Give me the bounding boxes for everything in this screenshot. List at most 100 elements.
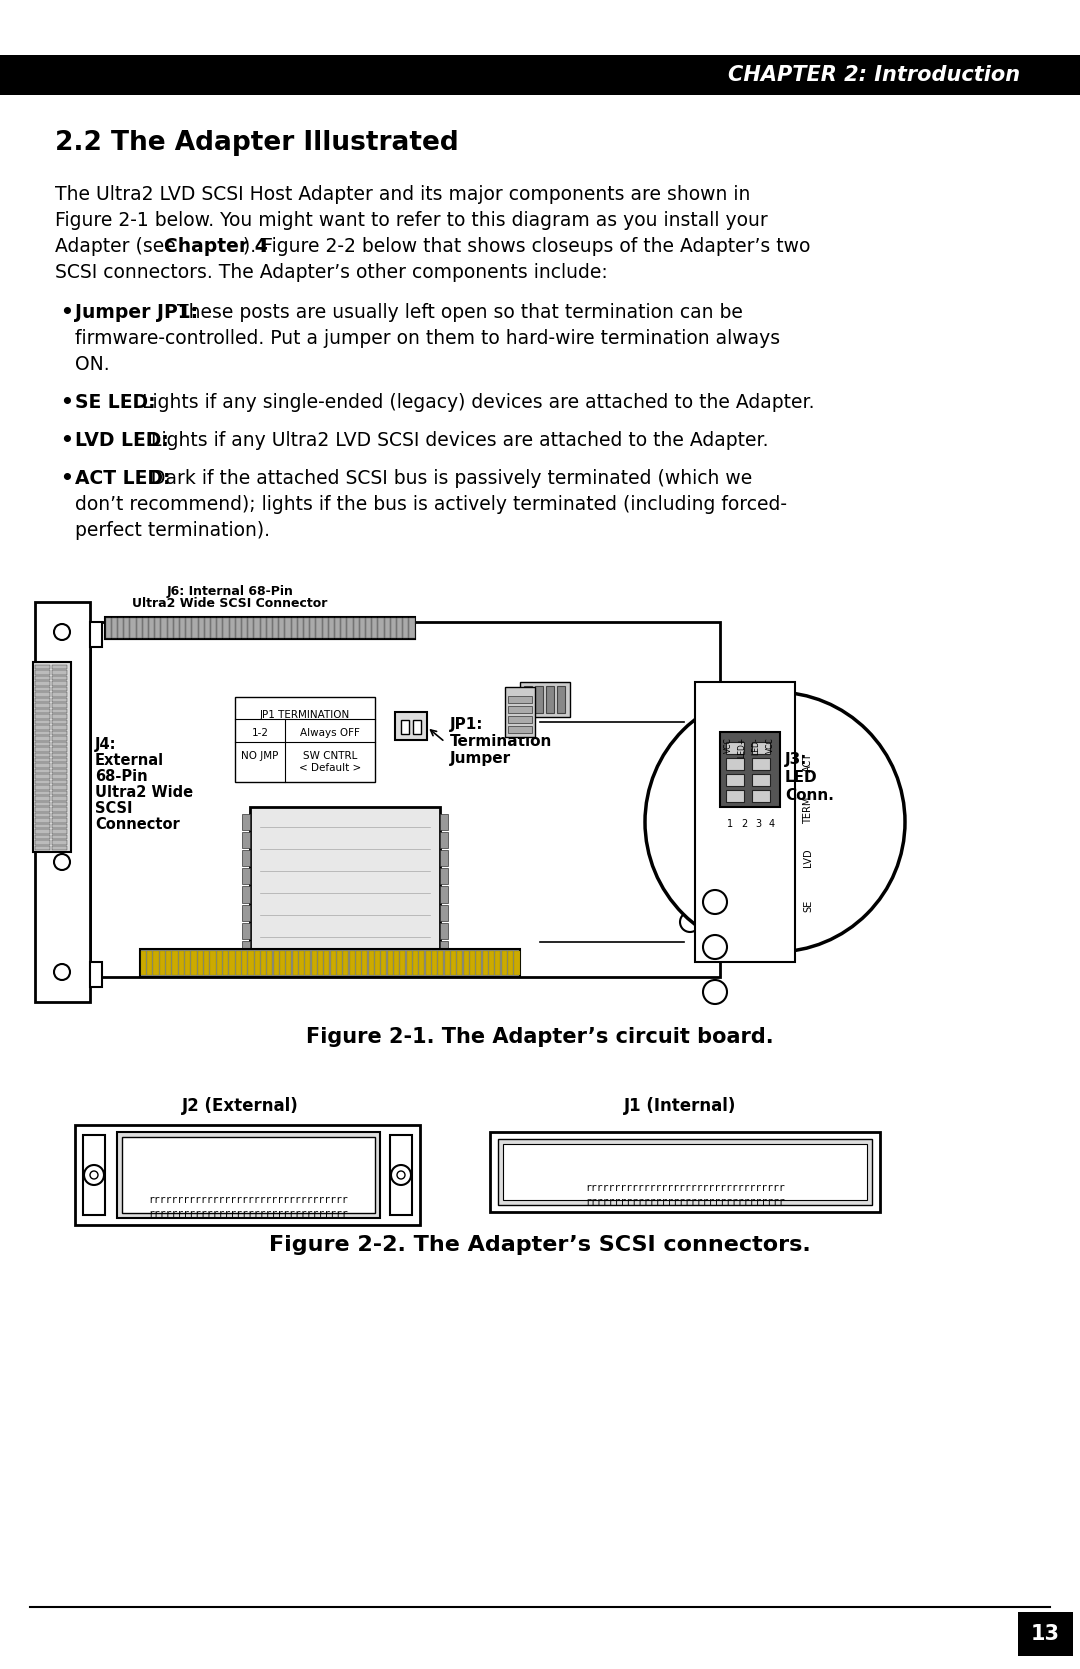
Bar — [149, 618, 154, 638]
Bar — [211, 618, 216, 638]
Bar — [508, 696, 532, 703]
Text: Jumper: Jumper — [450, 751, 511, 766]
Bar — [514, 951, 519, 975]
Text: •: • — [60, 431, 72, 451]
Bar — [52, 846, 67, 850]
Bar — [267, 618, 272, 638]
Bar — [323, 618, 327, 638]
Bar — [166, 951, 171, 975]
Bar — [216, 951, 221, 975]
Bar — [224, 618, 229, 638]
Bar — [343, 951, 349, 975]
Circle shape — [54, 965, 70, 980]
Bar — [52, 703, 67, 708]
Bar — [35, 791, 50, 796]
Bar — [490, 1132, 880, 1212]
Bar — [52, 801, 67, 806]
Bar — [341, 618, 347, 638]
Bar — [524, 686, 532, 713]
Circle shape — [703, 935, 727, 960]
Bar — [255, 951, 260, 975]
Bar — [35, 840, 50, 845]
Bar — [470, 951, 475, 975]
Bar — [191, 951, 197, 975]
Bar — [726, 774, 744, 786]
Bar — [122, 1137, 375, 1213]
Bar — [35, 664, 50, 669]
Text: ACT LED:: ACT LED: — [75, 469, 171, 487]
Bar — [726, 789, 744, 803]
Bar — [52, 758, 67, 763]
Text: perfect termination).: perfect termination). — [75, 521, 270, 541]
Bar — [335, 618, 340, 638]
Bar — [476, 951, 482, 975]
Bar — [242, 905, 249, 921]
Bar — [557, 686, 565, 713]
Bar — [140, 951, 146, 975]
Bar — [172, 951, 177, 975]
Bar — [498, 1138, 872, 1205]
Bar — [273, 618, 278, 638]
Bar — [106, 618, 111, 638]
Bar — [35, 829, 50, 833]
Bar — [450, 951, 456, 975]
Bar — [35, 769, 50, 773]
Text: JP1 TERMINATION: JP1 TERMINATION — [260, 709, 350, 719]
Bar — [350, 951, 355, 975]
Text: rrrrrrrrrrrrrrrrrrrrrrrrrrrrrrrrrr: rrrrrrrrrrrrrrrrrrrrrrrrrrrrrrrrrr — [149, 1208, 349, 1218]
Bar — [111, 618, 117, 638]
Bar — [503, 1143, 867, 1200]
Bar — [105, 631, 415, 639]
Bar — [35, 741, 50, 746]
Bar — [124, 618, 130, 638]
Bar — [229, 951, 234, 975]
Bar — [136, 618, 141, 638]
Bar — [508, 951, 513, 975]
Bar — [752, 743, 770, 754]
Bar — [235, 951, 241, 975]
Text: LED+: LED+ — [738, 738, 746, 758]
Bar — [353, 618, 359, 638]
Bar — [90, 623, 102, 648]
Text: ACT: ACT — [804, 753, 813, 771]
Text: don’t recommend); lights if the bus is actively terminated (including forced-: don’t recommend); lights if the bus is a… — [75, 496, 787, 514]
Text: Jumper JP1:: Jumper JP1: — [75, 304, 198, 322]
Bar — [457, 951, 462, 975]
Bar — [90, 623, 720, 976]
Bar — [167, 618, 173, 638]
Text: LVD: LVD — [804, 850, 813, 868]
Bar — [242, 814, 249, 829]
Bar — [52, 748, 67, 751]
Bar — [35, 801, 50, 806]
Bar — [52, 736, 67, 741]
Bar — [35, 724, 50, 729]
Bar — [401, 719, 409, 734]
Bar — [696, 683, 795, 961]
Bar — [508, 706, 532, 713]
Text: Figure 2-2. The Adapter’s SCSI connectors.: Figure 2-2. The Adapter’s SCSI connector… — [269, 1235, 811, 1255]
Bar — [35, 681, 50, 686]
Bar — [279, 618, 284, 638]
Text: 3: 3 — [755, 819, 761, 829]
Text: The Ultra2 LVD SCSI Host Adapter and its major components are shown in: The Ultra2 LVD SCSI Host Adapter and its… — [55, 185, 751, 204]
Bar — [52, 693, 67, 698]
Bar — [440, 868, 448, 885]
Bar — [229, 618, 234, 638]
Text: Figure 2-1 below. You might want to refer to this diagram as you install your: Figure 2-1 below. You might want to refe… — [55, 210, 768, 230]
Circle shape — [397, 1172, 405, 1178]
Text: VCC: VCC — [724, 738, 732, 753]
Bar — [303, 618, 309, 638]
Bar — [401, 951, 405, 975]
Bar — [384, 618, 390, 638]
Text: Chapter 4: Chapter 4 — [164, 237, 268, 255]
Bar — [391, 618, 396, 638]
Bar — [463, 951, 469, 975]
Bar — [330, 951, 336, 975]
Bar — [198, 951, 203, 975]
Bar — [35, 834, 50, 840]
Bar — [286, 951, 292, 975]
Text: 2: 2 — [741, 819, 747, 829]
Bar — [204, 951, 210, 975]
Bar — [348, 618, 352, 638]
Bar — [153, 951, 159, 975]
